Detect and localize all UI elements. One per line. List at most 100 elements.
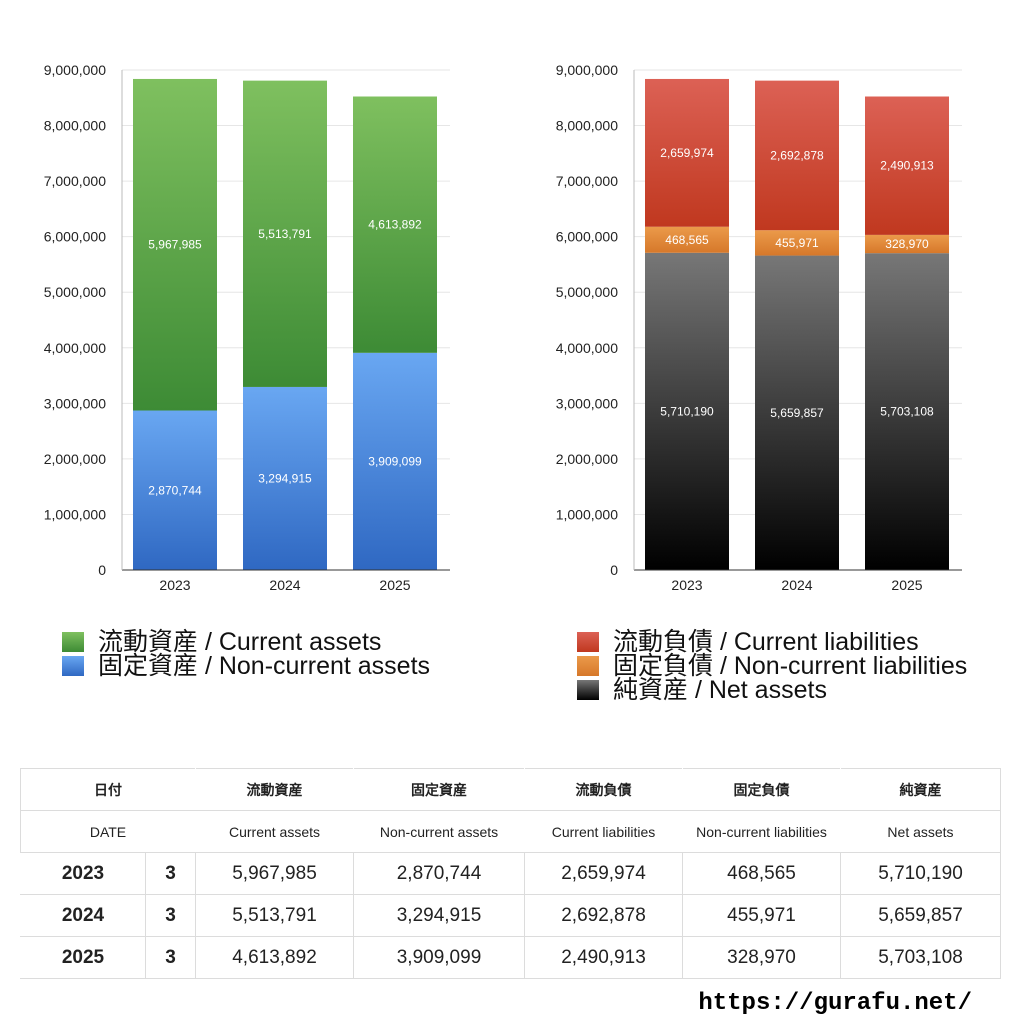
y-tick-label: 5,000,000 xyxy=(556,284,618,300)
bar-value-label: 468,565 xyxy=(665,233,709,247)
y-tick-label: 8,000,000 xyxy=(44,118,106,134)
legend-label: 固定負債 / Non-current liabilities xyxy=(613,652,968,680)
bar-value-label: 328,970 xyxy=(885,237,929,251)
table-cell-year: 2024 xyxy=(20,894,146,937)
legend-item-net-assets: 純資産 / Net assets xyxy=(577,676,967,704)
legend-swatch xyxy=(577,656,599,676)
table-cell-count: 3 xyxy=(145,852,196,895)
y-tick-label: 8,000,000 xyxy=(556,118,618,134)
bar-segment xyxy=(755,80,839,231)
y-tick-label: 5,000,000 xyxy=(44,284,106,300)
bar-value-label: 455,971 xyxy=(775,236,819,250)
bar-value-label: 3,909,099 xyxy=(368,454,422,468)
y-tick-label: 3,000,000 xyxy=(556,395,618,411)
table-cell: 2,870,744 xyxy=(353,852,525,895)
table-row: 2024 3 5,513,791 3,294,915 2,692,878 455… xyxy=(20,894,1001,937)
table-cell: 5,703,108 xyxy=(840,936,1001,979)
bar-segment xyxy=(133,78,217,411)
table-header-cell: Current liabilities xyxy=(524,810,683,853)
table-header-row-jp: 日付 流動資産 固定資産 流動負債 固定負債 純資産 xyxy=(20,768,1001,811)
legend-label: 流動資産 / Current assets xyxy=(98,628,382,656)
y-tick-label: 0 xyxy=(610,562,618,578)
x-tick-label: 2025 xyxy=(891,577,922,593)
legend-item-non-current-assets: 固定資産 / Non-current assets xyxy=(62,654,430,679)
liabilities-legend: 流動負債 / Current liabilities 固定負債 / Non-cu… xyxy=(577,628,968,704)
table-header-cell: 日付 xyxy=(20,768,196,811)
bar-value-label: 5,513,791 xyxy=(258,227,312,241)
bar-segment xyxy=(645,78,729,227)
bar-segment xyxy=(243,80,327,387)
table-cell: 3,294,915 xyxy=(353,894,525,937)
table-cell: 5,710,190 xyxy=(840,852,1001,895)
y-tick-label: 7,000,000 xyxy=(556,173,618,189)
bar-segment xyxy=(865,253,949,571)
bar-segment xyxy=(133,410,217,570)
bar-segment xyxy=(645,226,729,253)
y-tick-label: 1,000,000 xyxy=(44,506,106,522)
legend-label: 流動負債 / Current liabilities xyxy=(613,628,919,656)
y-tick-label: 2,000,000 xyxy=(556,451,618,467)
legend-swatch xyxy=(577,680,599,700)
legend-swatch xyxy=(62,632,84,652)
liabilities-chart: 0 1,000,000 2,000,000 3,000,000 4,000,000 5,0… xyxy=(556,62,962,593)
table-cell-year: 2023 xyxy=(20,852,146,895)
y-tick-label: 4,000,000 xyxy=(556,340,618,356)
table-cell-year: 2025 xyxy=(20,936,146,979)
table-cell-count: 3 xyxy=(145,894,196,937)
y-tick-label: 7,000,000 xyxy=(44,173,106,189)
table-header-cell: 固定資産 xyxy=(353,768,525,811)
x-tick-label: 2024 xyxy=(781,577,812,593)
bar-segment xyxy=(865,96,949,235)
table-cell-count: 3 xyxy=(145,936,196,979)
y-tick-label: 6,000,000 xyxy=(556,229,618,245)
bar-value-label: 3,294,915 xyxy=(258,471,312,485)
bar-segment xyxy=(755,255,839,570)
bar-value-label: 2,659,974 xyxy=(660,146,714,160)
table-cell: 2,490,913 xyxy=(524,936,683,979)
table-cell: 2,692,878 xyxy=(524,894,683,937)
table-header-cell: 流動負債 xyxy=(524,768,683,811)
table-cell: 4,613,892 xyxy=(195,936,354,979)
legend-swatch xyxy=(577,632,599,652)
summary-table: 日付 流動資産 固定資産 流動負債 固定負債 純資産 DATE Current … xyxy=(20,768,1001,979)
table-header-cell: 固定負債 xyxy=(682,768,841,811)
y-tick-label: 6,000,000 xyxy=(44,229,106,245)
x-tick-label: 2025 xyxy=(379,577,410,593)
bar-segment xyxy=(645,252,729,571)
assets-chart: 0 1,000,000 2,000,000 3,000,000 4,000,000 5,0… xyxy=(44,62,450,593)
bar-segment xyxy=(243,386,327,570)
y-tick-label: 3,000,000 xyxy=(44,395,106,411)
table-row: 2023 3 5,967,985 2,870,744 2,659,974 468… xyxy=(20,852,1001,895)
y-tick-label: 4,000,000 xyxy=(44,340,106,356)
bar-value-label: 5,967,985 xyxy=(148,238,202,252)
bar-segment xyxy=(353,96,437,353)
table-header-cell: Non-current assets xyxy=(353,810,525,853)
table-header-cell: 純資産 xyxy=(840,768,1001,811)
table-header-cell: Non-current liabilities xyxy=(682,810,841,853)
x-tick-label: 2024 xyxy=(269,577,300,593)
bar-value-label: 4,613,892 xyxy=(368,218,422,232)
legend-label: 純資産 / Net assets xyxy=(613,676,827,704)
bar-value-label: 5,710,190 xyxy=(660,404,714,418)
source-url[interactable]: https://gurafu.net/ xyxy=(698,990,972,1017)
y-tick-label: 2,000,000 xyxy=(44,451,106,467)
legend-item-current-liabilities: 流動負債 / Current liabilities xyxy=(577,628,967,656)
legend-swatch xyxy=(62,656,84,676)
bar-segment xyxy=(865,234,949,254)
x-tick-label: 2023 xyxy=(159,577,190,593)
table-row: 2025 3 4,613,892 3,909,099 2,490,913 328… xyxy=(20,936,1001,979)
table-cell: 455,971 xyxy=(682,894,841,937)
table-header-cell: DATE xyxy=(20,810,196,853)
table-cell: 3,909,099 xyxy=(353,936,525,979)
legend-item-current-assets: 流動資産 / Current assets xyxy=(62,628,430,656)
table-cell: 328,970 xyxy=(682,936,841,979)
x-tick-label: 2023 xyxy=(671,577,702,593)
legend-item-non-current-liabilities: 固定負債 / Non-current liabilities xyxy=(577,652,968,680)
table-cell: 468,565 xyxy=(682,852,841,895)
table-header-cell: Net assets xyxy=(840,810,1001,853)
bar-value-label: 2,692,878 xyxy=(770,148,824,162)
table-cell: 2,659,974 xyxy=(524,852,683,895)
table-cell: 5,967,985 xyxy=(195,852,354,895)
bar-segment xyxy=(353,352,437,570)
y-tick-label: 9,000,000 xyxy=(556,62,618,78)
